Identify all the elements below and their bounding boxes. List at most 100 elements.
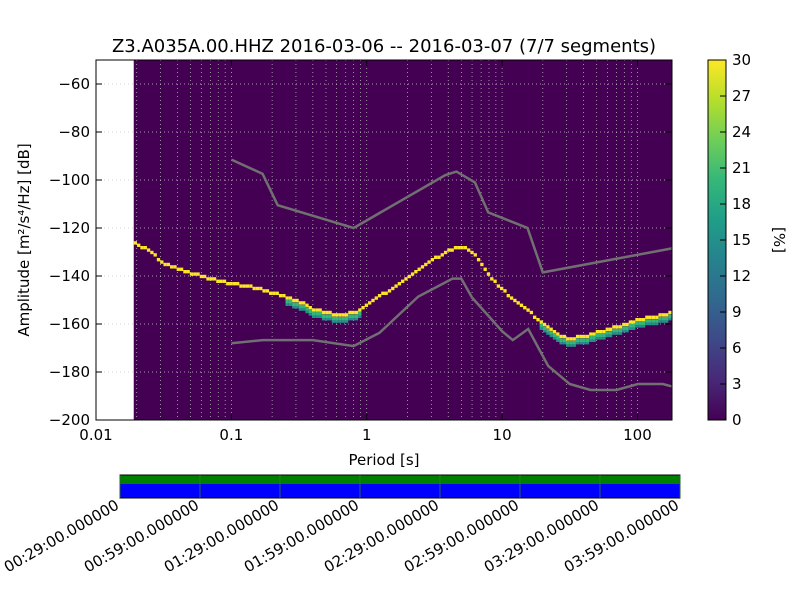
pdf-cell-peak [285,296,289,300]
pdf-cell-peak [592,332,596,336]
pdf-cell-low [602,337,606,340]
pdf-cell-peak [513,298,517,303]
pdf-cell-mid [658,316,662,321]
pdf-cell-mid [628,324,633,328]
pdf-cell-mid [608,331,613,335]
pdf-cell-mid [315,312,319,316]
pdf-cell-mid [569,340,573,345]
pdf-cell-peak [612,325,616,329]
pdf-cell-peak [602,330,606,334]
pdf-cell-mid [298,304,303,309]
psd-data-background [133,60,673,420]
pdf-cell-mid [354,314,359,318]
pdf-cell-mid [655,319,659,323]
pdf-cell-low [582,342,586,345]
pdf-cell-peak [252,286,256,291]
pdf-cell-peak [509,296,514,300]
pdf-cell-peak [628,320,633,324]
pdf-cell-peak [668,310,672,315]
pdf-cell-peak [526,308,530,312]
coverage-band-bottom [120,484,680,498]
pdf-cell-mid [556,336,560,340]
pdf-cell-mid [661,316,666,321]
pdf-cell-peak [582,334,586,339]
pdf-cell-mid [549,331,553,335]
pdf-cell-peak [635,318,639,322]
pdf-cell-peak [595,330,600,334]
pdf-cell-low [661,320,666,323]
pdf-cell-peak [226,282,230,286]
pdf-cell-mid [615,328,619,333]
pdf-cell-peak [476,258,481,262]
pdf-cell-mid [575,338,580,342]
pdf-cell-mid [559,338,563,342]
pdf-cell-low [658,320,662,323]
pdf-cell-peak [440,253,444,257]
pdf-cell-peak [292,298,296,303]
pdf-cell-peak [387,289,392,293]
pdf-cell-peak [410,272,415,276]
pdf-cell-mid [344,316,349,321]
pdf-cell-peak [523,306,527,310]
colorbar-tick-label: 3 [732,375,742,393]
pdf-cell-low [599,337,603,340]
pdf-cell-mid [295,302,299,306]
pdf-cell-peak [371,298,375,303]
pdf-cell-peak [463,246,468,250]
pdf-cell-peak [407,274,411,279]
pdf-cell-peak [133,241,138,245]
pdf-cell-peak [364,303,369,307]
pdf-cell-low [351,318,355,321]
coverage-timeline: 00:29:00.00000000:59:00.00000001:29:00.0… [1,474,682,576]
colorbar-label: [%] [770,227,788,253]
pdf-cell-peak [572,337,576,341]
pdf-cell-peak [625,322,629,327]
pdf-cell-mid [638,321,642,326]
pdf-cell-low [651,322,656,326]
pdf-cell-mid [331,316,336,321]
pdf-cell-mid [651,319,656,323]
pdf-cell-peak [245,284,250,288]
pdf-cell-peak [493,279,497,283]
pdf-cell-mid [302,304,306,309]
pdf-cell-peak [153,253,157,257]
pdf-cell-peak [137,243,141,247]
pdf-cell-peak [506,294,510,298]
pdf-cell-peak [325,310,329,315]
pdf-cell-peak [529,310,534,315]
pdf-cell-mid [605,331,609,335]
y-tick-label: −120 [49,219,90,237]
pdf-cell-peak [483,267,487,271]
pdf-cell-mid [592,336,596,340]
y-tick-label: −160 [49,315,90,333]
pdf-cell-mid [308,309,312,314]
x-axis-label: Period [s] [348,451,419,469]
pdf-cell-low [308,313,312,316]
pdf-cell-mid [285,300,289,304]
pdf-cell-low [589,339,593,342]
pdf-cell-low [648,322,652,326]
pdf-cell-mid [665,316,669,321]
pdf-cell-peak [321,310,326,315]
pdf-cell-peak [599,330,603,334]
pdf-cell-peak [516,301,520,305]
colorbar-tick-label: 30 [732,51,751,69]
pdf-cell-mid [338,316,342,321]
pdf-cell-peak [503,289,507,293]
colorbar-tick-label: 18 [732,195,751,213]
colorbar-tick-label: 27 [732,87,751,105]
pdf-cell-peak [384,291,388,295]
pdf-cell-low [625,330,629,333]
pdf-cell-peak [467,248,471,252]
pdf-cell-low [542,330,547,333]
pdf-cell-peak [427,260,431,264]
pdf-cell-peak [655,315,659,319]
pdf-cell-peak [338,313,342,317]
pdf-cell-peak [546,325,550,329]
pdf-cell-low [595,337,600,340]
pdf-cell-peak [335,313,339,317]
pdf-cell-mid [325,314,329,318]
y-tick-label: −200 [49,411,90,429]
pdf-cell-low [335,320,339,323]
colorbar-tick-label: 15 [732,231,751,249]
